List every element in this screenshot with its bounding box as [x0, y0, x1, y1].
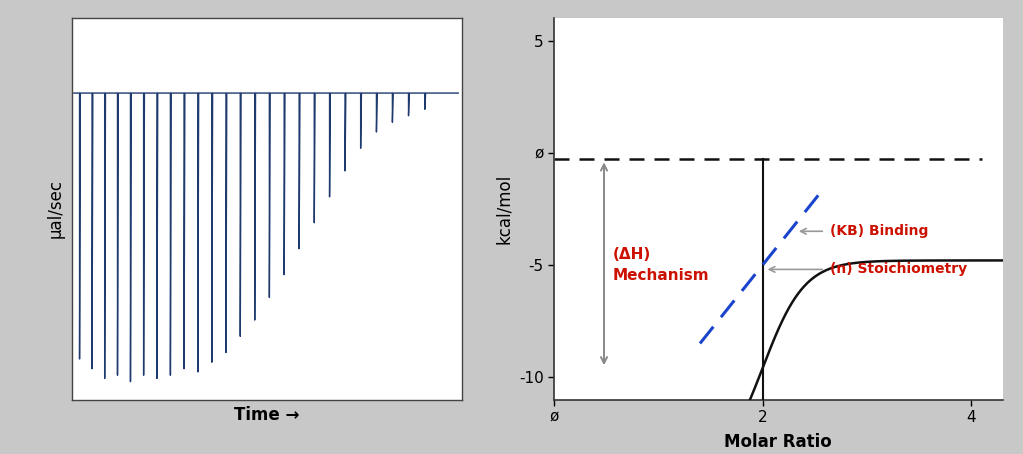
Text: (ΔH)
Mechanism: (ΔH) Mechanism: [613, 247, 709, 283]
Text: (n) Stoichiometry: (n) Stoichiometry: [831, 262, 968, 276]
Y-axis label: kcal/mol: kcal/mol: [495, 174, 514, 244]
Y-axis label: μal/sec: μal/sec: [47, 179, 64, 238]
X-axis label: Time →: Time →: [234, 406, 300, 424]
X-axis label: Molar Ratio: Molar Ratio: [724, 433, 832, 451]
Text: (KB) Binding: (KB) Binding: [831, 224, 929, 238]
